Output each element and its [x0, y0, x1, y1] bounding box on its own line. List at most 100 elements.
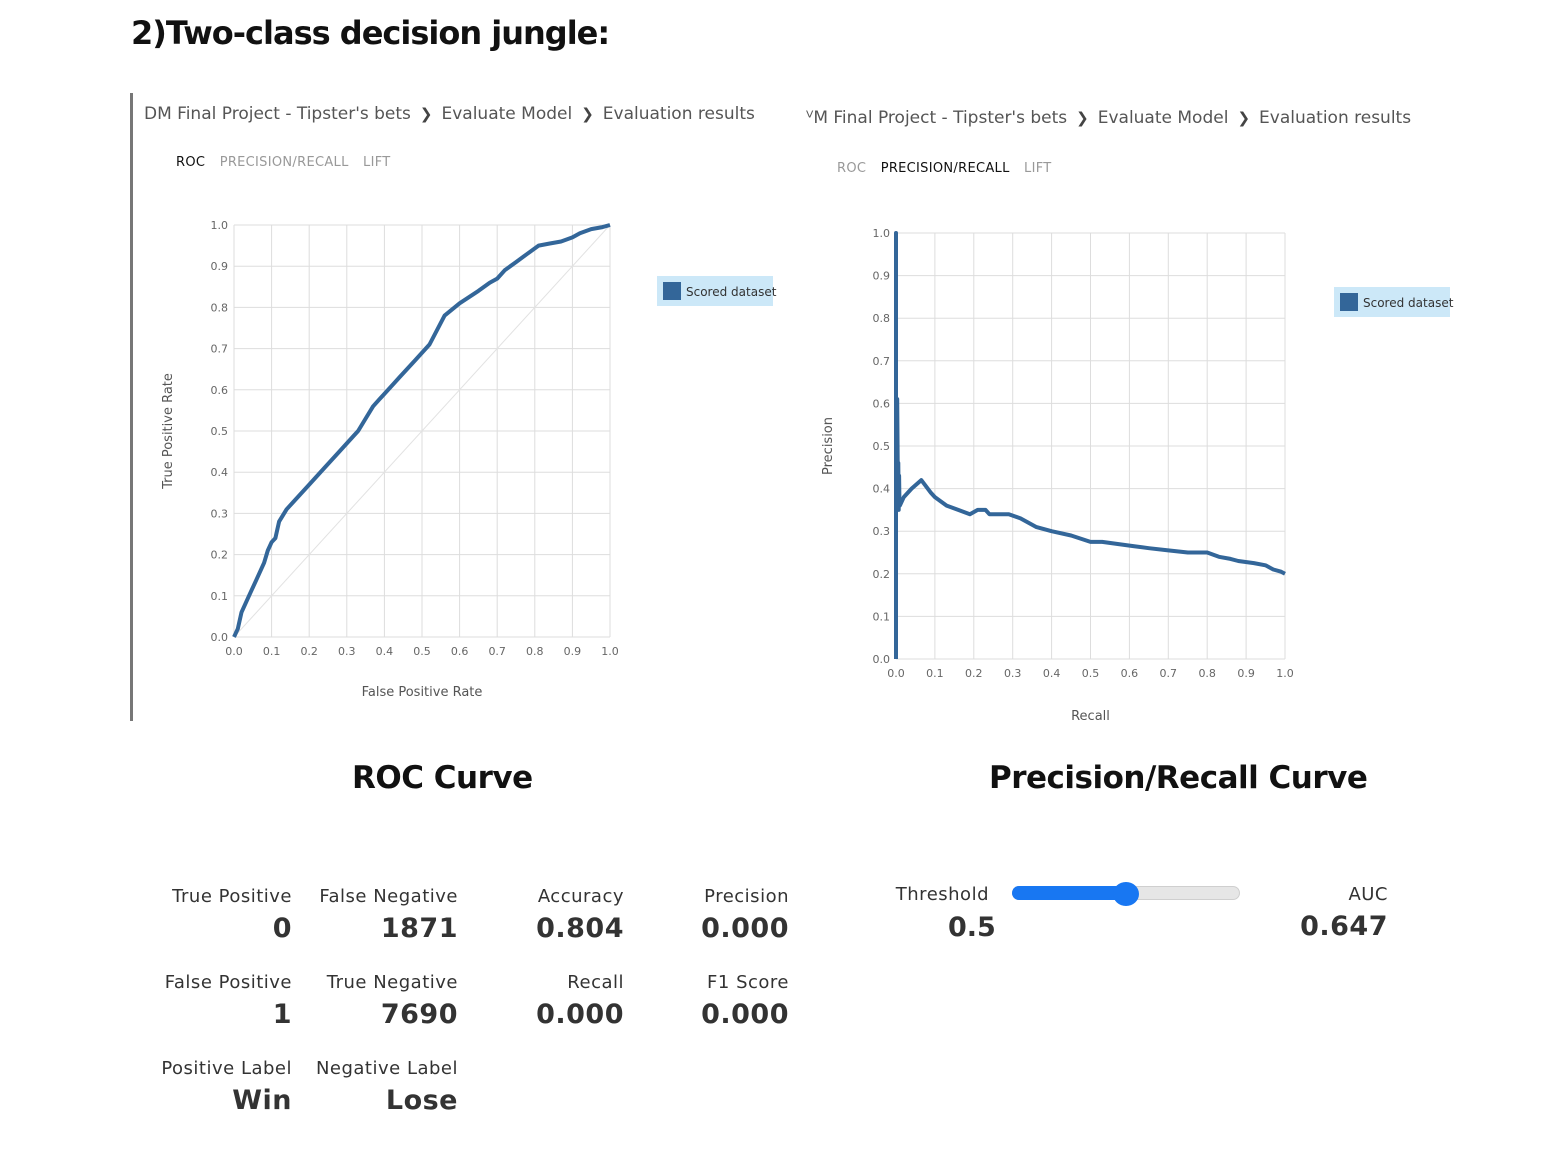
recall-value: 0.000	[536, 999, 624, 1030]
y-tick-label: 0.6	[873, 397, 891, 410]
false-negative-value: 1871	[380, 913, 458, 944]
x-tick-label: 0.1	[926, 667, 944, 680]
series-line	[894, 231, 1286, 659]
y-tick-label: 0.3	[873, 525, 891, 538]
tab-roc[interactable]: ROC	[837, 161, 867, 176]
false-negative-stat: False Negative 1871	[319, 886, 458, 944]
false-positive-label: False Positive	[164, 972, 292, 993]
y-tick-label: 0.8	[211, 301, 229, 314]
y-tick-label: 0.4	[211, 466, 229, 479]
positive-label-label: Positive Label	[161, 1058, 292, 1079]
true-positive-value: 0	[272, 913, 292, 944]
y-tick-label: 0.9	[873, 270, 891, 283]
y-tick-label: 0.0	[211, 631, 229, 644]
negative-label-label: Negative Label	[315, 1058, 458, 1079]
y-tick-label: 0.5	[873, 440, 891, 453]
threshold-stat: Threshold	[896, 884, 989, 905]
threshold-label: Threshold	[895, 884, 989, 905]
tab-precision-recall[interactable]: PRECISION/RECALL	[219, 155, 349, 170]
x-tick-label: 1.0	[1276, 667, 1294, 680]
accuracy-stat: Accuracy 0.804	[536, 886, 624, 944]
true-positive-label: True Positive	[172, 886, 292, 907]
chart-tabs: ROC PRECISION/RECALL LIFT	[176, 155, 401, 170]
panel-divider	[130, 93, 133, 721]
breadcrumb-module[interactable]: Evaluate Model	[441, 104, 573, 124]
tab-lift[interactable]: LIFT	[1024, 161, 1052, 176]
x-tick-label: 0.6	[451, 645, 469, 658]
accuracy-label: Accuracy	[537, 886, 624, 907]
y-tick-label: 0.9	[211, 260, 229, 273]
y-tick-label: 0.7	[873, 355, 891, 368]
false-positive-stat: False Positive 1	[165, 972, 292, 1030]
auc-stat: AUC 0.647	[1300, 884, 1388, 942]
breadcrumb: ⱽM Final Project - Tipster's bets ❯ Eval…	[806, 108, 1411, 128]
breadcrumb-experiment[interactable]: ⱽM Final Project - Tipster's bets	[806, 108, 1068, 128]
y-tick-label: 1.0	[873, 227, 891, 240]
tab-lift[interactable]: LIFT	[363, 155, 391, 170]
chevron-right-icon: ❯	[1237, 109, 1251, 127]
y-tick-label: 0.1	[873, 610, 891, 623]
breadcrumb-results[interactable]: Evaluation results	[602, 104, 755, 124]
threshold-slider-fill	[1012, 886, 1126, 900]
chevron-right-icon: ❯	[419, 105, 433, 123]
x-axis-label: Recall	[1071, 709, 1110, 724]
breadcrumb-experiment[interactable]: DM Final Project - Tipster's bets	[144, 104, 411, 124]
x-tick-label: 0.2	[965, 667, 983, 680]
f1-score-value: 0.000	[701, 999, 789, 1030]
f1-score-label: F1 Score	[707, 972, 789, 993]
precision-stat: Precision 0.000	[701, 886, 789, 944]
y-tick-label: 0.3	[211, 507, 229, 520]
x-tick-label: 0.5	[1082, 667, 1100, 680]
x-tick-label: 0.8	[1198, 667, 1216, 680]
y-axis-label: Precision	[821, 417, 836, 475]
accuracy-value: 0.804	[536, 913, 624, 944]
x-tick-label: 0.8	[526, 645, 544, 658]
x-tick-label: 0.9	[564, 645, 582, 658]
breadcrumb: DM Final Project - Tipster's bets ❯ Eval…	[144, 104, 755, 124]
precision-label: Precision	[704, 886, 789, 907]
false-positive-value: 1	[272, 999, 292, 1030]
chart-tabs: ROC PRECISION/RECALL LIFT	[837, 161, 1062, 176]
x-tick-label: 0.0	[225, 645, 243, 658]
true-negative-stat: True Negative 7690	[327, 972, 458, 1030]
threshold-slider-handle[interactable]	[1113, 882, 1139, 906]
chevron-right-icon: ❯	[581, 105, 594, 123]
true-negative-label: True Negative	[326, 972, 458, 993]
x-tick-label: 0.6	[1121, 667, 1139, 680]
x-tick-label: 0.7	[488, 645, 506, 658]
y-tick-label: 0.1	[211, 590, 229, 603]
tab-roc[interactable]: ROC	[176, 155, 206, 170]
x-tick-label: 1.0	[601, 645, 619, 658]
y-axis-label: True Positive Rate	[161, 373, 176, 490]
precision-recall-chart: 0.0 0.1 0.2 0.3 0.4 0.5 0.6 0.7 0.8 0.9 1.0 0.0 0.1 0…	[821, 227, 1454, 724]
breadcrumb-module[interactable]: Evaluate Model	[1097, 108, 1229, 128]
auc-value: 0.647	[1300, 911, 1388, 942]
false-negative-label: False Negative	[319, 886, 458, 907]
page-heading: 2)Two-class decision jungle:	[131, 14, 610, 52]
y-tick-label: 0.2	[211, 549, 229, 562]
chevron-right-icon: ❯	[1076, 109, 1089, 127]
negative-label-stat: Negative Label Lose	[316, 1058, 458, 1116]
x-tick-label: 0.4	[376, 645, 394, 658]
y-tick-label: 0.4	[873, 483, 891, 496]
y-tick-label: 1.0	[211, 219, 229, 232]
positive-label-value: Win	[232, 1085, 292, 1116]
series-line	[232, 223, 611, 638]
x-tick-label: 0.5	[413, 645, 431, 658]
legend-swatch	[1340, 293, 1358, 311]
tab-precision-recall[interactable]: PRECISION/RECALL	[880, 161, 1010, 176]
breadcrumb-results[interactable]: Evaluation results	[1259, 108, 1412, 128]
x-axis-label: False Positive Rate	[362, 685, 483, 700]
positive-label-stat: Positive Label Win	[161, 1058, 292, 1116]
true-positive-stat: True Positive 0	[172, 886, 292, 944]
x-tick-label: 0.3	[1004, 667, 1022, 680]
roc-chart: 0.0 0.1 0.2 0.3 0.4 0.5 0.6 0.7 0.8 0.9 1.0 0.0 0.1 0…	[161, 219, 777, 700]
y-tick-label: 0.8	[873, 312, 891, 325]
threshold-value: 0.5	[948, 912, 996, 943]
reference-diagonal	[233, 224, 611, 638]
y-tick-label: 0.2	[873, 568, 891, 581]
y-tick-label: 0.7	[211, 343, 229, 356]
legend-label: Scored dataset	[686, 285, 777, 299]
precision-value: 0.000	[701, 913, 789, 944]
auc-label: AUC	[1348, 884, 1388, 905]
